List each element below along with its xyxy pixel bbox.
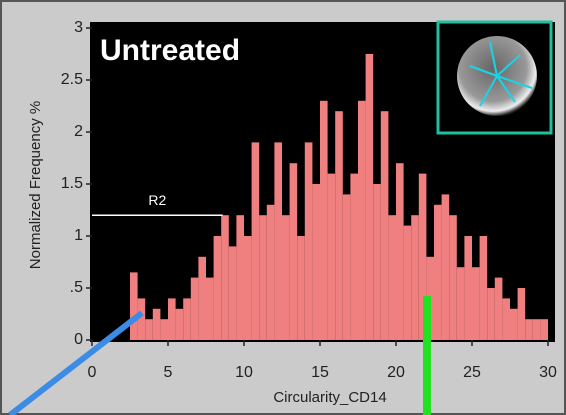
x-tick-label: 0 <box>88 364 97 381</box>
bar <box>229 246 237 340</box>
bar <box>297 236 305 340</box>
bar <box>388 215 396 340</box>
y-axis-label: Normalized Frequency % <box>27 101 44 269</box>
bar <box>502 298 510 340</box>
bar <box>259 215 267 340</box>
bar <box>282 215 290 340</box>
bar <box>244 236 252 340</box>
bar <box>518 288 526 340</box>
y-tick-label: 2.5 <box>61 71 83 88</box>
bar <box>373 184 381 340</box>
bar <box>267 205 275 340</box>
bar <box>350 174 358 340</box>
y-tick-label: 1.5 <box>61 175 83 192</box>
bar <box>381 111 389 340</box>
bar <box>312 184 320 340</box>
x-tick-label: 30 <box>539 364 557 381</box>
bar <box>153 309 161 340</box>
bar <box>176 309 184 340</box>
bar <box>480 236 488 340</box>
bar <box>343 194 351 340</box>
y-tick-label: 3 <box>74 19 83 36</box>
y-tick-label: 0 <box>74 331 83 348</box>
y-tick-label: 2 <box>74 123 83 140</box>
bar <box>495 278 503 340</box>
bar <box>191 278 199 340</box>
bar <box>274 142 282 340</box>
y-tick-label: .5 <box>70 279 83 296</box>
bar <box>168 298 176 340</box>
bar <box>206 278 214 340</box>
inset-image <box>438 22 551 133</box>
bar <box>290 163 298 340</box>
x-axis-label: Circularity_CD14 <box>273 389 386 406</box>
bar <box>434 205 442 340</box>
bar <box>533 319 541 340</box>
x-tick-label: 20 <box>387 364 405 381</box>
bar <box>160 319 168 340</box>
bar <box>396 163 404 340</box>
bar <box>198 257 206 340</box>
bar <box>472 267 480 340</box>
bar <box>221 215 229 340</box>
bar <box>404 226 412 340</box>
bar <box>328 174 336 340</box>
bar <box>320 101 328 340</box>
bar <box>335 111 343 340</box>
x-tick-label: 15 <box>311 364 329 381</box>
bar <box>305 142 313 340</box>
bar <box>487 288 495 340</box>
bar <box>366 54 374 340</box>
gate-label: R2 <box>148 192 166 208</box>
bar <box>449 215 457 340</box>
bar <box>540 319 548 340</box>
bar <box>411 215 419 340</box>
chart: Untreated Circularity_CD14 Normalized Fr… <box>0 0 566 415</box>
bar <box>442 194 450 340</box>
bar <box>236 215 244 340</box>
bar <box>252 142 260 340</box>
x-tick-label: 25 <box>463 364 481 381</box>
y-tick-label: 1 <box>74 227 83 244</box>
x-tick-label: 5 <box>164 364 173 381</box>
bar <box>464 236 472 340</box>
bar <box>183 298 191 340</box>
bar <box>358 101 366 340</box>
bar <box>145 319 153 340</box>
bar <box>457 267 465 340</box>
bar <box>510 309 518 340</box>
bar <box>525 319 533 340</box>
x-tick-label: 10 <box>235 364 253 381</box>
bar <box>214 236 222 340</box>
bar <box>130 272 138 340</box>
chart-title: Untreated <box>100 34 240 67</box>
page: {"chart_data": {"type": "histogram", "ti… <box>0 0 566 415</box>
